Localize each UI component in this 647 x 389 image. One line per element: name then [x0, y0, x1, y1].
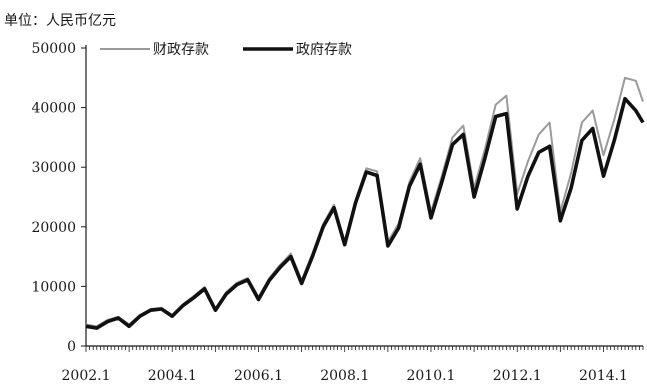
x-tick-label: 2008.1 — [320, 368, 369, 384]
x-tick-label: 2012.1 — [493, 368, 542, 384]
series-layer — [85, 76, 645, 330]
y-tick-label: 0 — [67, 339, 76, 355]
y-tick-label: 50000 — [31, 41, 76, 57]
x-tick-label: 2002.1 — [62, 368, 111, 384]
series-line-1 — [85, 96, 645, 330]
x-tick-label: 2014.1 — [579, 368, 628, 384]
x-tick-label: 2006.1 — [234, 368, 283, 384]
y-tick-label: 10000 — [31, 279, 76, 295]
x-tick-label: 2010.1 — [406, 368, 455, 384]
x-tick-label: 2004.1 — [148, 368, 197, 384]
legend: 财政存款 政府存款 — [100, 42, 352, 58]
unit-label: 单位：人民币亿元 — [4, 13, 116, 29]
series-line-0 — [85, 76, 644, 328]
y-tick-label: 40000 — [31, 101, 76, 117]
y-tick-label: 30000 — [31, 160, 76, 176]
legend-label-1: 政府存款 — [296, 42, 352, 58]
legend-label-0: 财政存款 — [153, 42, 209, 58]
axes: 0 10000 20000 30000 40000 50000 2002.1 2004.1 20… — [31, 41, 644, 384]
y-tick-label: 20000 — [31, 220, 76, 236]
